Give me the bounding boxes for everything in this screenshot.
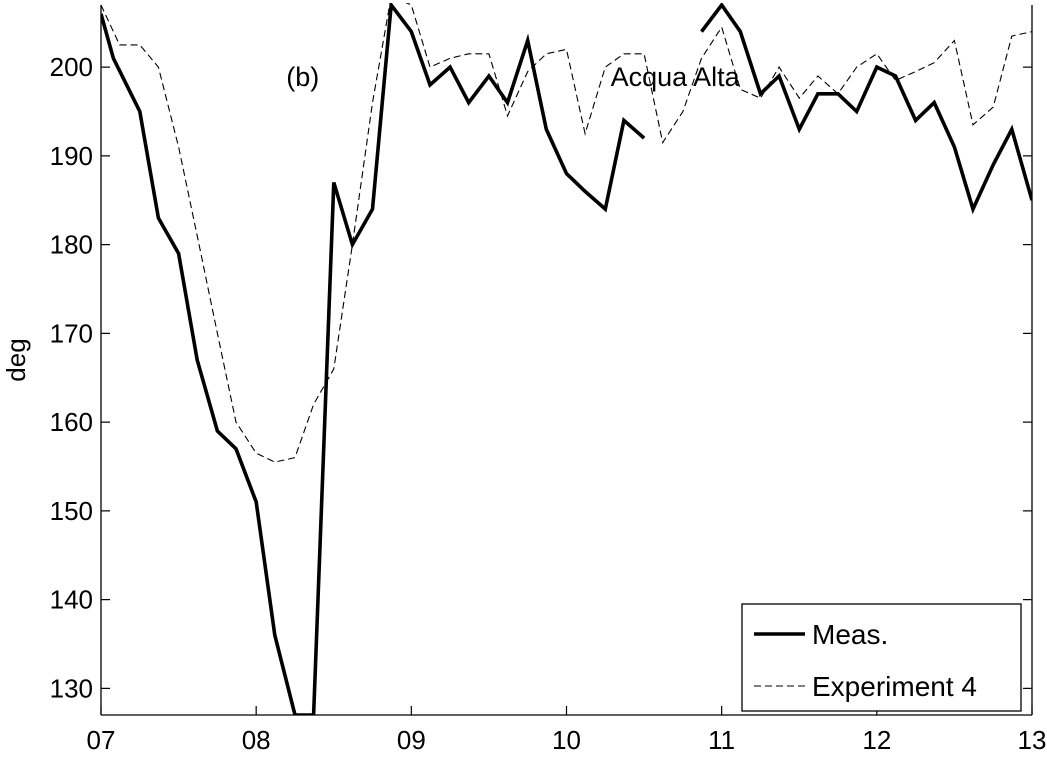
- x-tick-label: 07: [87, 725, 116, 755]
- axes-layer: 07 08 09 10 11 12 13 130 140 150 160 170 180 190 200 de…: [1, 5, 1046, 755]
- series-line-meas-segment-1: [101, 3, 646, 715]
- legend-label-meas: Meas.: [812, 619, 888, 650]
- y-tick-label: 190: [50, 141, 93, 171]
- y-tick-label: 200: [50, 52, 93, 82]
- station-label: Acqua Alta: [611, 62, 741, 92]
- y-tick-label: 160: [50, 407, 93, 437]
- y-axis-label: deg: [1, 338, 31, 381]
- y-tick-label: 170: [50, 318, 93, 348]
- x-tick-label: 08: [242, 725, 271, 755]
- y-tick-label: 180: [50, 230, 93, 260]
- x-tick-label: 12: [862, 725, 891, 755]
- annotation-layer: (b) Acqua Alta: [286, 62, 740, 92]
- x-tick-label: 09: [397, 725, 426, 755]
- series-line-meas-segment-2: [700, 3, 1032, 215]
- legend: Meas. Experiment 4: [741, 603, 1022, 712]
- y-tick-label: 130: [50, 673, 93, 703]
- panel-label: (b): [286, 62, 319, 92]
- plot-area: [101, 5, 1032, 715]
- x-tick-label: 11: [708, 725, 735, 755]
- x-tick-label: 10: [552, 725, 581, 755]
- legend-label-experiment-4: Experiment 4: [812, 671, 977, 702]
- y-tick-label: 140: [50, 585, 93, 615]
- plot-background: [101, 5, 1032, 715]
- y-tick-label: 150: [50, 496, 93, 526]
- legend-box: [741, 603, 1022, 712]
- x-tick-label: 13: [1018, 725, 1047, 755]
- series-layer: [101, 3, 1032, 715]
